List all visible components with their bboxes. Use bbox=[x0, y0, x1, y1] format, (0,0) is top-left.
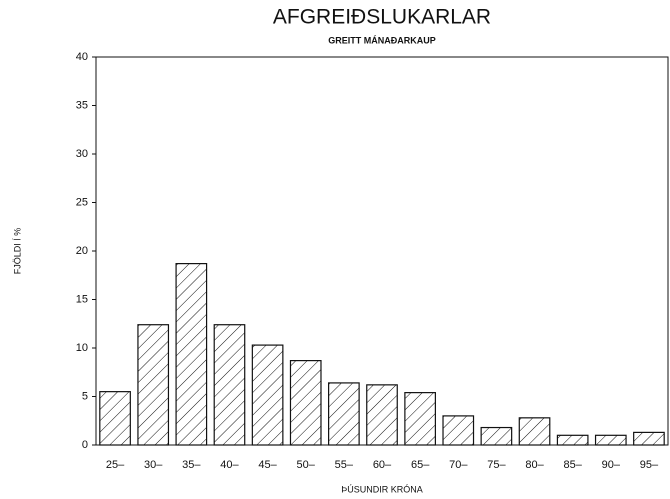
bar bbox=[328, 382, 360, 446]
y-tick-label: 20 bbox=[76, 245, 88, 257]
x-tick-label: 70– bbox=[449, 459, 468, 471]
x-tick-label: 80– bbox=[525, 459, 544, 471]
x-tick-label: 95– bbox=[640, 459, 659, 471]
bar bbox=[633, 431, 665, 446]
y-tick-label: 40 bbox=[76, 51, 88, 63]
y-tick-label: 10 bbox=[76, 342, 88, 354]
x-tick-label: 50– bbox=[297, 459, 316, 471]
bar bbox=[251, 344, 284, 446]
x-tick-label: 40– bbox=[220, 459, 239, 471]
chart-subtitle: GREITT MÁNAÐARKAUP bbox=[328, 35, 436, 45]
bar bbox=[518, 417, 551, 446]
y-tick-label: 25 bbox=[76, 196, 88, 208]
x-tick-label: 45– bbox=[258, 459, 277, 471]
x-axis-label: ÞÚSUNDIR KRÓNA bbox=[341, 484, 423, 494]
chart-title: AFGREIÐSLUKARLAR bbox=[273, 6, 491, 29]
bar bbox=[213, 324, 246, 446]
y-tick-label: 30 bbox=[76, 148, 88, 160]
x-tick-label: 90– bbox=[602, 459, 621, 471]
x-tick-label: 30– bbox=[144, 459, 163, 471]
y-axis-label: FJÖLDI Í % bbox=[12, 228, 22, 275]
x-tick-label: 55– bbox=[335, 459, 354, 471]
y-tick-label: 15 bbox=[76, 293, 88, 305]
x-tick-label: 75– bbox=[487, 459, 506, 471]
x-tick-label: 25– bbox=[106, 459, 125, 471]
bar bbox=[289, 360, 322, 446]
bar bbox=[175, 263, 208, 446]
x-tick-label: 60– bbox=[373, 459, 392, 471]
bar bbox=[137, 324, 170, 446]
y-tick-label: 35 bbox=[76, 99, 88, 111]
y-tick-label: 0 bbox=[82, 439, 88, 451]
x-tick-label: 65– bbox=[411, 459, 430, 471]
bar bbox=[556, 434, 589, 446]
x-tick-label: 35– bbox=[182, 459, 201, 471]
bar bbox=[480, 426, 513, 446]
bar bbox=[366, 384, 398, 446]
bar bbox=[442, 415, 475, 446]
x-tick-label: 85– bbox=[563, 459, 582, 471]
y-tick-label: 5 bbox=[82, 390, 88, 402]
bar bbox=[99, 391, 131, 446]
bar bbox=[404, 392, 436, 446]
bar bbox=[594, 434, 627, 446]
